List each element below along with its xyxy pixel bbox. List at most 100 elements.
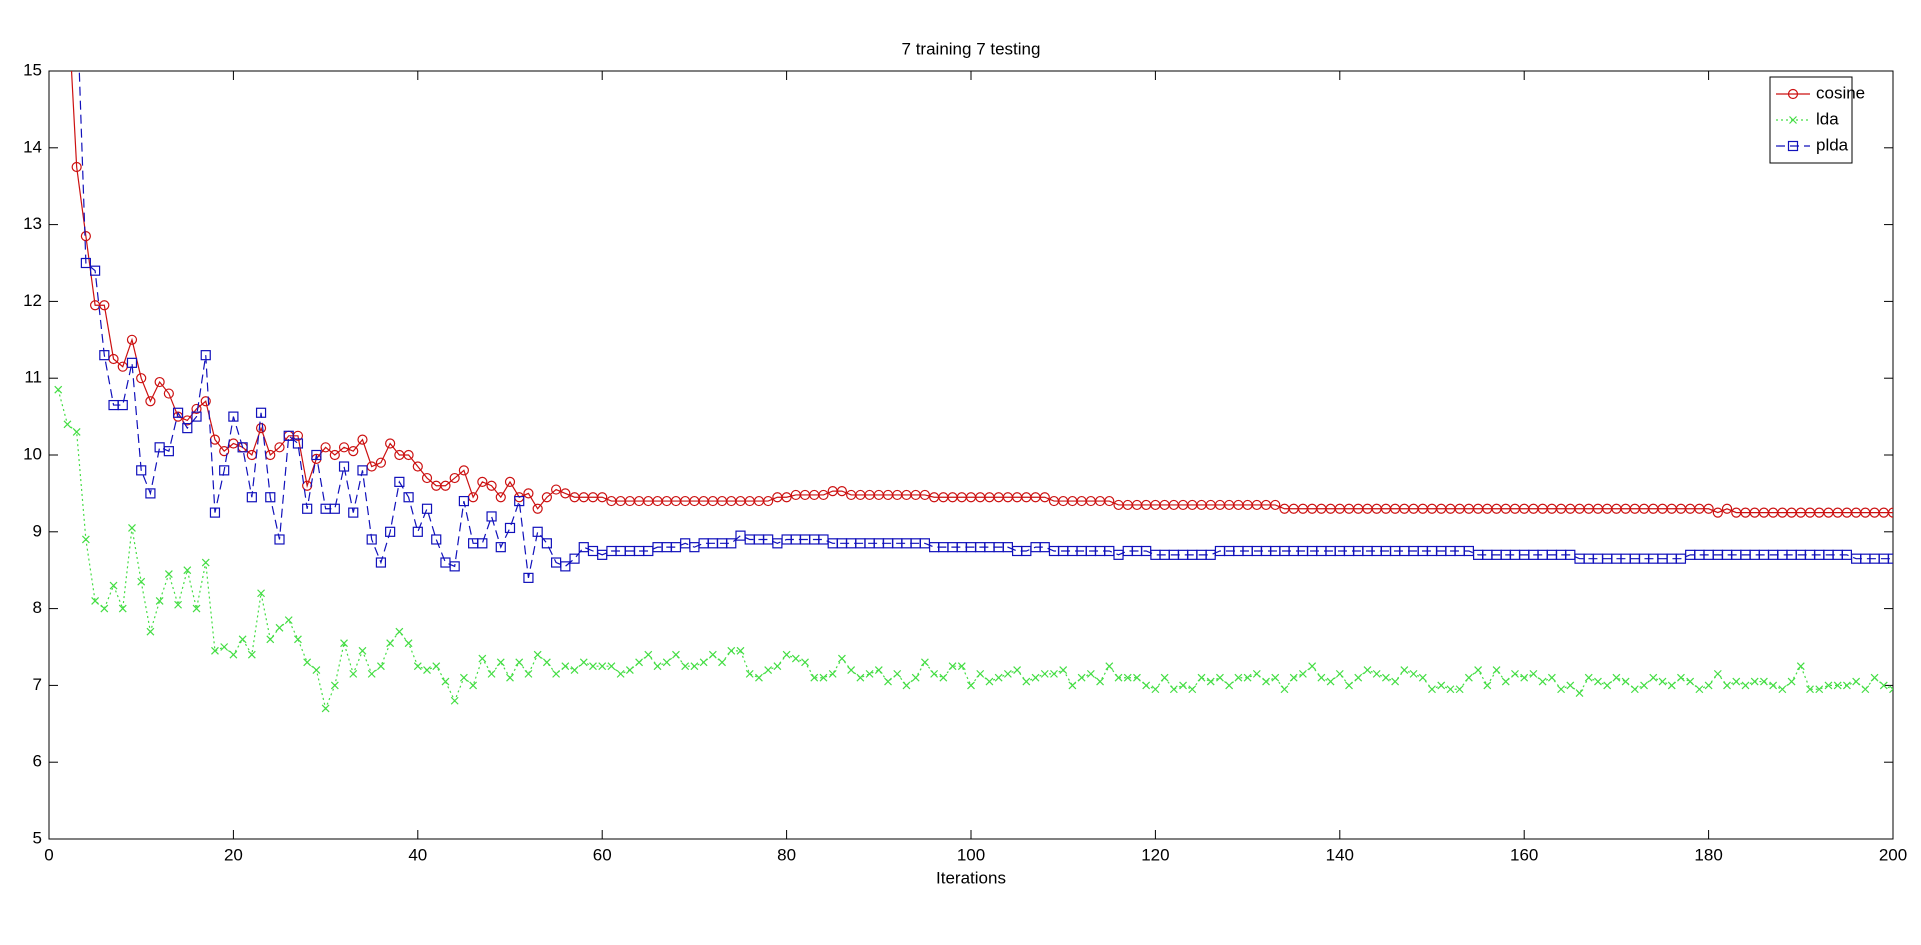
point xyxy=(440,557,451,568)
point xyxy=(209,507,221,518)
point xyxy=(311,449,322,461)
x-tick-label: 60 xyxy=(593,845,612,864)
point xyxy=(487,669,496,678)
point xyxy=(1039,492,1050,503)
y-tick-label: 14 xyxy=(23,137,42,156)
point xyxy=(477,476,488,487)
point xyxy=(801,658,809,667)
point xyxy=(1169,685,1178,694)
point xyxy=(1787,677,1796,686)
point xyxy=(1022,677,1031,686)
point xyxy=(1492,666,1501,674)
point xyxy=(1842,681,1851,690)
point xyxy=(449,561,460,572)
point xyxy=(1759,677,1768,686)
point xyxy=(413,662,422,671)
point xyxy=(1270,499,1281,511)
point xyxy=(1464,673,1473,682)
point xyxy=(303,658,312,667)
point xyxy=(1345,681,1353,690)
point xyxy=(450,696,459,705)
point xyxy=(1003,669,1012,678)
point xyxy=(265,492,276,503)
point xyxy=(1040,669,1049,678)
point xyxy=(1852,677,1861,686)
point xyxy=(1870,673,1879,682)
point xyxy=(495,492,506,503)
legend-label: lda xyxy=(1816,109,1839,128)
point xyxy=(459,673,468,682)
point xyxy=(312,666,321,674)
point xyxy=(255,407,267,418)
point xyxy=(874,666,883,674)
point xyxy=(220,643,229,651)
point xyxy=(1520,673,1529,682)
point xyxy=(155,596,164,605)
point xyxy=(1630,685,1639,694)
point xyxy=(80,257,91,269)
point xyxy=(495,542,506,553)
point xyxy=(1703,503,1714,514)
point xyxy=(358,646,367,655)
y-tick-label: 9 xyxy=(33,521,42,540)
point xyxy=(1887,553,1893,564)
point xyxy=(1778,685,1787,694)
x-tick-label: 200 xyxy=(1879,845,1907,864)
point xyxy=(782,650,791,659)
point xyxy=(246,492,257,503)
point xyxy=(163,446,174,457)
point xyxy=(930,669,939,678)
point xyxy=(726,538,737,549)
point xyxy=(1750,677,1759,686)
point xyxy=(1667,681,1676,690)
point xyxy=(1787,88,1799,100)
point xyxy=(117,399,128,411)
point xyxy=(329,449,340,461)
point xyxy=(449,472,460,484)
point xyxy=(1400,666,1409,674)
point xyxy=(1575,689,1584,698)
point xyxy=(330,681,339,690)
point xyxy=(1179,681,1187,690)
point xyxy=(1769,681,1778,690)
x-tick-label: 160 xyxy=(1510,845,1538,864)
point xyxy=(911,673,920,682)
point xyxy=(570,666,579,674)
point xyxy=(1557,685,1566,694)
point xyxy=(1068,681,1077,690)
point xyxy=(1547,673,1556,682)
point xyxy=(182,423,193,434)
point xyxy=(1308,662,1317,671)
point xyxy=(856,673,865,682)
point xyxy=(348,446,359,457)
x-tick-label: 0 xyxy=(44,845,53,864)
point xyxy=(1123,673,1132,682)
point xyxy=(644,650,653,659)
point xyxy=(72,428,81,436)
point xyxy=(1011,545,1023,557)
point xyxy=(755,673,763,682)
point xyxy=(81,535,90,544)
point xyxy=(229,650,238,659)
point xyxy=(145,396,156,407)
point xyxy=(662,658,671,667)
point xyxy=(597,492,608,503)
point xyxy=(385,526,396,537)
y-tick-label: 7 xyxy=(33,675,42,694)
point xyxy=(89,265,101,276)
point xyxy=(458,465,469,476)
point xyxy=(919,489,931,501)
point xyxy=(366,534,377,545)
point xyxy=(458,495,469,507)
point xyxy=(504,476,516,487)
point xyxy=(1381,673,1390,682)
point xyxy=(172,407,184,418)
legend-label: cosine xyxy=(1816,83,1865,102)
point xyxy=(486,511,497,522)
point xyxy=(1262,677,1270,686)
point xyxy=(1271,673,1280,682)
point xyxy=(63,420,72,429)
point xyxy=(329,503,340,514)
point xyxy=(1732,677,1741,686)
point xyxy=(255,423,267,434)
